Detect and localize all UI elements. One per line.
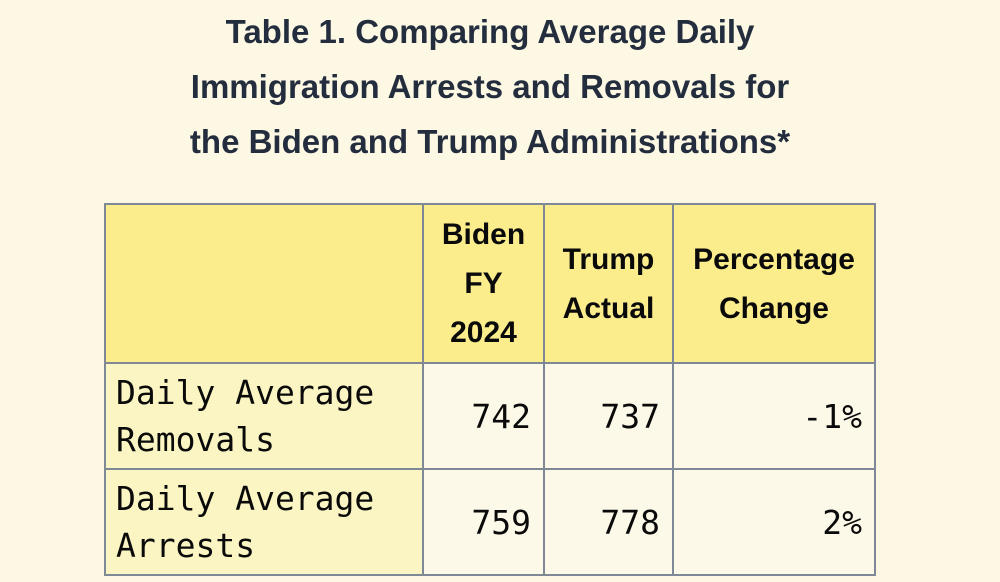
cell-arrests-biden-fy-2024: 759 [422,468,545,576]
table-header-row: Biden FY 2024 Trump Actual Percentage Ch… [104,203,876,364]
table-title-line-1: Table 1. Comparing Average Daily [225,13,755,50]
table-title-line-3: the Biden and Trump Administrations* [189,123,791,160]
cell-removals-trump-actual: 737 [543,362,674,470]
comparison-table: Biden FY 2024 Trump Actual Percentage Ch… [104,203,876,576]
header-cell-biden-fy-2024: Biden FY 2024 [422,203,545,364]
table-row-removals: Daily Average Removals 742 737 -1% [104,362,876,470]
header-cell-empty [104,203,424,364]
row-label-daily-average-removals: Daily Average Removals [104,362,424,470]
table-row-arrests: Daily Average Arrests 759 778 2% [104,468,876,576]
cell-removals-percentage-change: -1% [672,362,876,470]
cell-arrests-trump-actual: 778 [543,468,674,576]
header-cell-trump-actual: Trump Actual [543,203,674,364]
cell-removals-biden-fy-2024: 742 [422,362,545,470]
row-label-daily-average-arrests: Daily Average Arrests [104,468,424,576]
cell-arrests-percentage-change: 2% [672,468,876,576]
table-title: Table 1. Comparing Average Daily Immigra… [105,4,875,169]
header-cell-percentage-change: Percentage Change [672,203,876,364]
table-title-line-2: Immigration Arrests and Removals for [190,68,790,105]
